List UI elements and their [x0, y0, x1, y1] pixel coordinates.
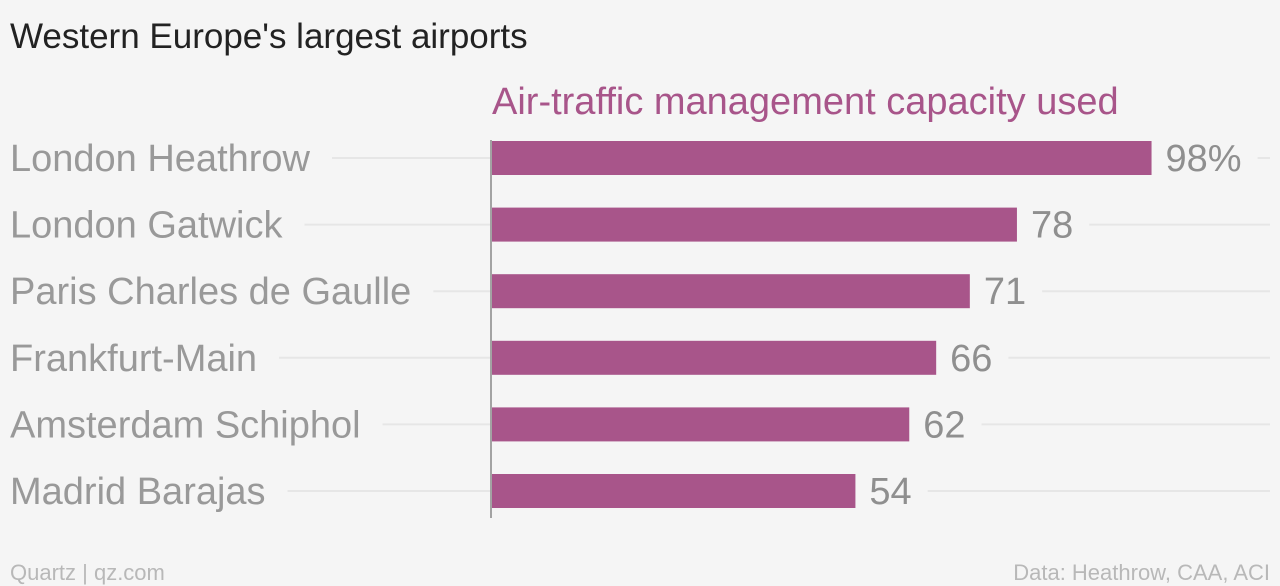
category-labels: London Heathrow London Gatwick Paris Charl…: [10, 138, 411, 513]
value-label: 54: [869, 471, 911, 513]
category-label: Paris Charles de Gaulle: [10, 271, 411, 313]
category-label: London Gatwick: [10, 205, 283, 247]
footer-credit: Quartz | qz.com: [10, 560, 165, 585]
bar: [492, 207, 1017, 242]
category-label: Frankfurt-Main: [10, 338, 257, 380]
bars: [492, 141, 1152, 508]
value-label: 62: [923, 404, 965, 446]
series-label: Air-traffic management capacity used: [492, 81, 1119, 123]
value-label: 66: [950, 338, 992, 380]
value-label: 98%: [1166, 138, 1242, 180]
bar: [492, 141, 1152, 175]
category-label: Amsterdam Schiphol: [10, 404, 361, 446]
bar: [492, 340, 937, 375]
bar: [492, 407, 910, 442]
gridlines: [279, 157, 1270, 492]
value-label: 71: [984, 271, 1026, 313]
category-label: London Heathrow: [10, 138, 311, 180]
bar: [492, 274, 970, 309]
value-label: 78: [1031, 205, 1073, 247]
bar: [492, 474, 856, 508]
category-label: Madrid Barajas: [10, 471, 266, 513]
footer-source: Data: Heathrow, CAA, ACI: [1013, 560, 1270, 585]
chart-title: Western Europe's largest airports: [10, 17, 528, 56]
